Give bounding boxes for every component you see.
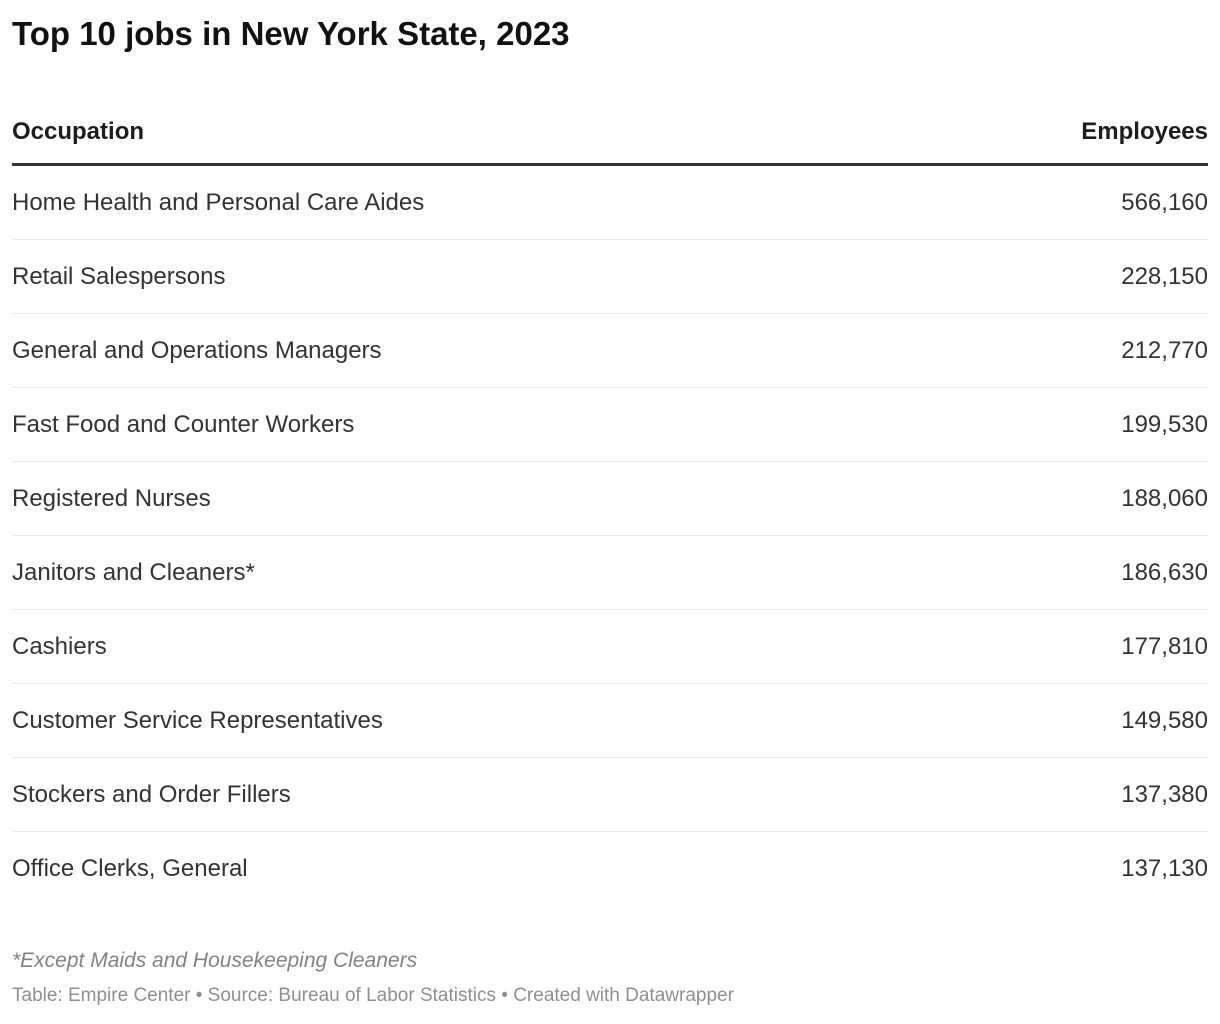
table-row: Cashiers 177,810 (12, 610, 1208, 684)
table-row: Fast Food and Counter Workers 199,530 (12, 388, 1208, 462)
table-row: Registered Nurses 188,060 (12, 462, 1208, 536)
table-row: Office Clerks, General 137,130 (12, 832, 1208, 906)
employees-cell: 228,150 (1121, 262, 1208, 290)
table-row: Home Health and Personal Care Aides 566,1… (12, 166, 1208, 240)
employees-cell: 149,580 (1121, 706, 1208, 734)
employees-cell: 137,380 (1121, 780, 1208, 808)
employees-cell: 177,810 (1121, 632, 1208, 660)
footnote: *Except Maids and Housekeeping Cleaners (12, 949, 418, 972)
occupation-cell: General and Operations Managers (12, 336, 382, 364)
occupation-cell: Home Health and Personal Care Aides (12, 188, 425, 216)
occupation-cell: Office Clerks, General (12, 855, 248, 882)
occupation-cell: Cashiers (12, 632, 107, 660)
occupation-cell: Registered Nurses (12, 484, 211, 512)
employees-cell: 137,130 (1121, 855, 1208, 882)
column-header-employees: Employees (1081, 118, 1208, 145)
table-header-row: Occupation Employees (12, 56, 1208, 166)
employees-cell: 186,630 (1121, 558, 1208, 586)
attribution: Table: Empire Center • Source: Bureau of… (12, 985, 734, 1006)
table-row: Customer Service Representatives 149,580 (12, 684, 1208, 758)
employees-cell: 188,060 (1121, 484, 1208, 512)
employees-cell: 566,160 (1121, 188, 1208, 216)
occupation-cell: Janitors and Cleaners* (12, 558, 255, 586)
table-row: Stockers and Order Fillers 137,380 (12, 758, 1208, 832)
page-title: Top 10 jobs in New York State, 2023 (12, 15, 570, 52)
table-row: General and Operations Managers 212,770 (12, 314, 1208, 388)
data-table: Occupation Employees Home Health and Per… (12, 56, 1208, 906)
table-row: Retail Salespersons 228,150 (12, 240, 1208, 314)
column-header-occupation: Occupation (12, 118, 145, 145)
employees-cell: 199,530 (1121, 410, 1208, 438)
occupation-cell: Fast Food and Counter Workers (12, 410, 355, 438)
occupation-cell: Retail Salespersons (12, 262, 226, 290)
table-body: Home Health and Personal Care Aides 566,1… (12, 166, 1208, 906)
employees-cell: 212,770 (1121, 336, 1208, 364)
occupation-cell: Customer Service Representatives (12, 706, 383, 734)
table-row: Janitors and Cleaners* 186,630 (12, 536, 1208, 610)
occupation-cell: Stockers and Order Fillers (12, 780, 291, 808)
